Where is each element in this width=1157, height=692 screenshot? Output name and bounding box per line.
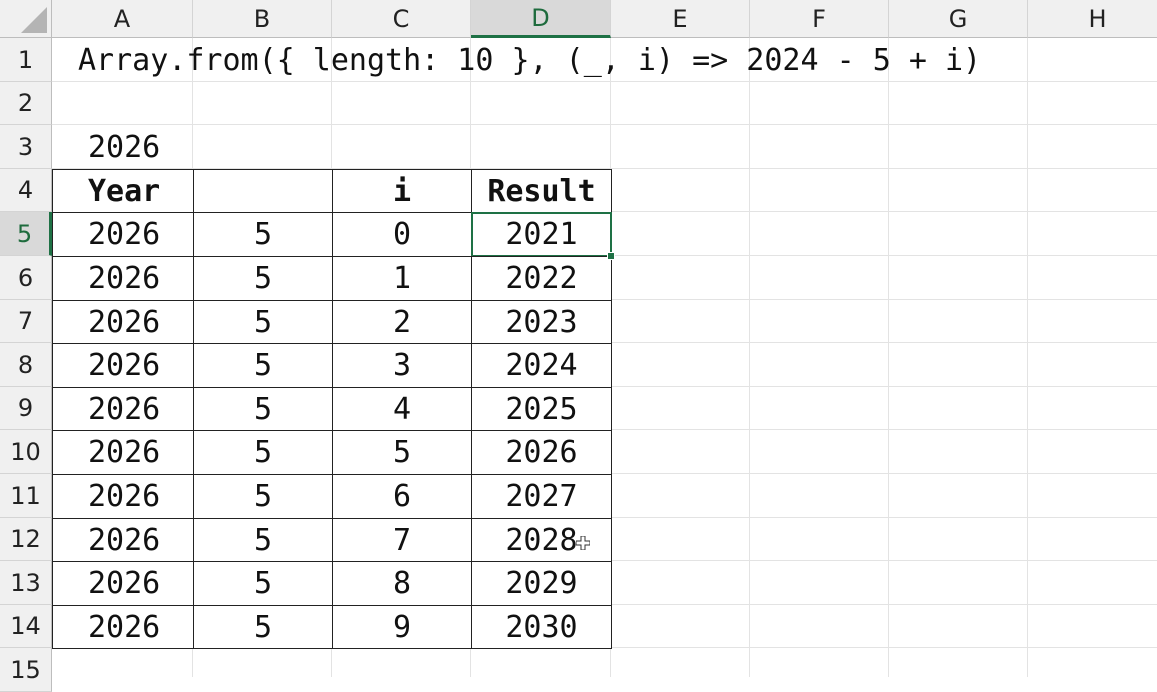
cell-result[interactable]: 2030 (471, 605, 612, 649)
row-header-14[interactable]: 14 (0, 605, 52, 648)
column-header-b[interactable]: B (193, 0, 332, 38)
cell-index[interactable]: 5 (332, 430, 472, 475)
row-header-1[interactable]: 1 (0, 38, 52, 82)
cell-offset[interactable]: 5 (193, 605, 333, 649)
cell-year[interactable]: 2026 (52, 430, 194, 475)
cell-result[interactable]: 2023 (471, 300, 612, 344)
row-header-5[interactable]: 5 (0, 212, 52, 256)
row-gridline (52, 124, 1157, 125)
cell-result[interactable]: 2027 (471, 474, 612, 519)
cell-year[interactable]: 2026 (52, 387, 194, 431)
select-all-corner[interactable] (0, 0, 52, 38)
column-gridline (749, 38, 750, 677)
cell-index[interactable]: 6 (332, 474, 472, 519)
cell-offset[interactable]: 5 (193, 256, 333, 301)
row-header-8[interactable]: 8 (0, 343, 52, 387)
cell-result[interactable]: 2025 (471, 387, 612, 431)
row-header-3[interactable]: 3 (0, 125, 52, 169)
cell-a1-formula-text[interactable]: Array.from({ length: 10 }, (_, i) => 202… (78, 42, 982, 78)
column-header-d[interactable]: D (471, 0, 611, 38)
select-all-triangle-icon (21, 7, 47, 33)
cell-offset[interactable]: 5 (193, 300, 333, 344)
cell-index[interactable]: 7 (332, 518, 472, 562)
row-gridline (52, 81, 1157, 82)
cell-index[interactable]: 3 (332, 343, 472, 388)
header-i[interactable]: i (332, 169, 472, 213)
column-gridline (1027, 38, 1028, 677)
column-header-f[interactable]: F (750, 0, 889, 38)
cell-index[interactable]: 0 (332, 212, 472, 257)
header-empty-b4[interactable] (193, 169, 333, 213)
cell-year[interactable]: 2026 (52, 518, 194, 562)
cell-result[interactable]: 2029 (471, 561, 612, 606)
cell-year[interactable]: 2026 (52, 343, 194, 388)
cell-result[interactable]: 2028 (471, 518, 612, 562)
column-header-a[interactable]: A (52, 0, 193, 38)
cell-result-active[interactable]: 2021 (471, 212, 612, 257)
row-header-6[interactable]: 6 (0, 256, 52, 300)
column-gridline (888, 38, 889, 677)
cell-index[interactable]: 1 (332, 256, 472, 301)
cell-result[interactable]: 2024 (471, 343, 612, 388)
cell-offset[interactable]: 5 (193, 343, 333, 388)
cell-offset[interactable]: 5 (193, 474, 333, 519)
row-header-4[interactable]: 4 (0, 169, 52, 212)
header-result[interactable]: Result (471, 169, 612, 213)
cell-year[interactable]: 2026 (52, 256, 194, 301)
cell-index[interactable]: 2 (332, 300, 472, 344)
cell-offset[interactable]: 5 (193, 561, 333, 606)
cell-year[interactable]: 2026 (52, 605, 194, 649)
row-header-11[interactable]: 11 (0, 474, 52, 518)
row-header-12[interactable]: 12 (0, 518, 52, 561)
cell-year[interactable]: 2026 (52, 474, 194, 519)
cell-index[interactable]: 4 (332, 387, 472, 431)
row-header-15[interactable]: 15 (0, 648, 52, 692)
cell-result[interactable]: 2026 (471, 430, 612, 475)
cell-index[interactable]: 9 (332, 605, 472, 649)
mouse-cursor-icon (575, 535, 591, 551)
row-header-13[interactable]: 13 (0, 561, 52, 605)
row-gridline (52, 168, 1157, 169)
cell-index[interactable]: 8 (332, 561, 472, 606)
cell-offset[interactable]: 5 (193, 518, 333, 562)
cell-year[interactable]: 2026 (52, 561, 194, 606)
cell-offset[interactable]: 5 (193, 387, 333, 431)
cell-offset[interactable]: 5 (193, 430, 333, 475)
fill-handle[interactable] (607, 252, 615, 260)
cell-offset[interactable]: 5 (193, 212, 333, 257)
column-header-e[interactable]: E (611, 0, 750, 38)
cell-year[interactable]: 2026 (52, 300, 194, 344)
row-header-2[interactable]: 2 (0, 82, 52, 125)
column-header-g[interactable]: G (889, 0, 1028, 38)
row-header-7[interactable]: 7 (0, 300, 52, 343)
cell-result[interactable]: 2022 (471, 256, 612, 301)
column-header-c[interactable]: C (332, 0, 471, 38)
header-year[interactable]: Year (52, 169, 194, 213)
row-header-10[interactable]: 10 (0, 430, 52, 474)
cell-year[interactable]: 2026 (52, 212, 194, 257)
row-header-9[interactable]: 9 (0, 387, 52, 430)
column-header-h[interactable]: H (1028, 0, 1157, 38)
cell-a3[interactable]: 2026 (88, 129, 161, 165)
